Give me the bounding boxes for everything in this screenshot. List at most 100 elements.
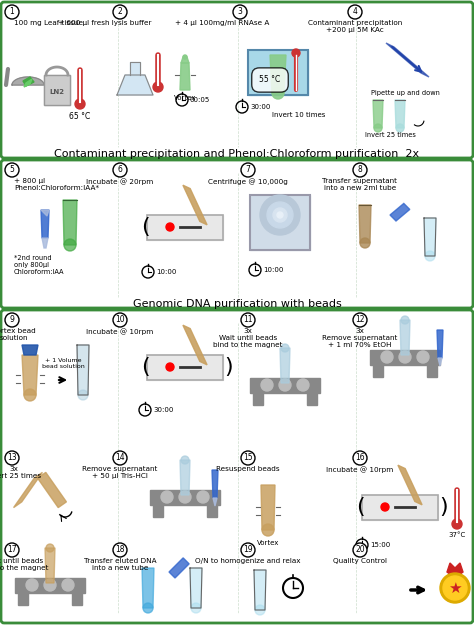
Circle shape [5, 313, 19, 327]
Circle shape [267, 202, 293, 228]
Polygon shape [37, 472, 66, 508]
Circle shape [113, 5, 127, 19]
Circle shape [241, 313, 255, 327]
Bar [72, 593, 82, 605]
Text: Incubate @ 10rpm: Incubate @ 10rpm [86, 328, 154, 335]
Text: + 800 µl
Phenol:Chloroform:IAA*: + 800 µl Phenol:Chloroform:IAA* [14, 178, 99, 191]
Text: Contaminant precipitation and Phenol:Chloroform purification  2x: Contaminant precipitation and Phenol:Chl… [55, 149, 419, 159]
Text: Vortex bead
solution: Vortex bead solution [0, 328, 36, 341]
Text: 18: 18 [115, 546, 125, 554]
Circle shape [191, 603, 201, 613]
Circle shape [153, 82, 163, 92]
Circle shape [360, 238, 370, 248]
Circle shape [233, 5, 247, 19]
Text: 7: 7 [246, 166, 250, 174]
Circle shape [113, 163, 127, 177]
Circle shape [260, 195, 300, 235]
Polygon shape [45, 548, 55, 583]
Text: 6: 6 [118, 166, 122, 174]
Polygon shape [22, 345, 38, 355]
Text: 9: 9 [9, 316, 14, 324]
Text: Genomic DNA purification with beads: Genomic DNA purification with beads [133, 299, 341, 309]
Polygon shape [77, 345, 89, 395]
Text: Transfer supernatant
into a new 2ml tube: Transfer supernatant into a new 2ml tube [322, 178, 398, 191]
Text: + 1 Volume
bead solution: + 1 Volume bead solution [42, 358, 84, 369]
Polygon shape [63, 200, 77, 245]
Polygon shape [373, 100, 383, 128]
Polygon shape [254, 570, 266, 610]
Text: Centrifuge @ 10,000g: Centrifuge @ 10,000g [208, 178, 288, 185]
Circle shape [292, 49, 300, 57]
Text: 10:00: 10:00 [156, 269, 176, 275]
Bar [427, 365, 437, 377]
Circle shape [181, 456, 189, 464]
Text: Incubate @ 10rpm: Incubate @ 10rpm [327, 466, 393, 472]
Circle shape [241, 163, 255, 177]
FancyBboxPatch shape [1, 2, 473, 158]
Polygon shape [41, 210, 49, 216]
Circle shape [26, 579, 38, 591]
Circle shape [399, 351, 411, 363]
Circle shape [261, 379, 273, 391]
Circle shape [24, 389, 36, 401]
Polygon shape [22, 355, 38, 395]
Text: 100 mg Leaf tissue: 100 mg Leaf tissue [14, 20, 83, 26]
Circle shape [241, 543, 255, 557]
Text: ): ) [439, 497, 447, 517]
Circle shape [281, 344, 289, 352]
Circle shape [353, 543, 367, 557]
Text: LN2: LN2 [49, 89, 64, 95]
Circle shape [113, 451, 127, 465]
Circle shape [183, 55, 187, 59]
Text: 20: 20 [355, 546, 365, 554]
Bar [253, 393, 263, 405]
Text: + 4 µl 100mg/ml RNAse A: + 4 µl 100mg/ml RNAse A [175, 20, 269, 26]
Polygon shape [142, 568, 154, 608]
Bar [248, 50, 308, 95]
Text: 12: 12 [355, 316, 365, 324]
Circle shape [44, 579, 56, 591]
Text: Invert 25 times: Invert 25 times [365, 132, 415, 138]
Bar [248, 50, 308, 95]
Circle shape [353, 451, 367, 465]
Polygon shape [41, 210, 49, 238]
Bar [250, 195, 310, 250]
Bar [373, 365, 383, 377]
Polygon shape [400, 320, 410, 355]
Polygon shape [395, 100, 405, 128]
Circle shape [443, 576, 467, 600]
Circle shape [241, 451, 255, 465]
Text: Resuspend beads: Resuspend beads [216, 466, 280, 472]
Text: 3x
Remove supernatant
+ 1 ml 70% EtOH: 3x Remove supernatant + 1 ml 70% EtOH [322, 328, 398, 348]
Circle shape [113, 543, 127, 557]
Circle shape [396, 124, 404, 132]
Text: 15:00: 15:00 [370, 542, 390, 548]
Circle shape [425, 251, 435, 261]
Text: Vortex: Vortex [174, 95, 196, 101]
Bar [153, 505, 163, 517]
Polygon shape [180, 460, 190, 495]
Circle shape [401, 316, 409, 324]
Text: 30:00: 30:00 [153, 407, 173, 413]
Circle shape [381, 503, 389, 511]
Bar [207, 505, 217, 517]
Polygon shape [180, 63, 190, 90]
Text: ★: ★ [448, 581, 462, 596]
Text: Vortex: Vortex [257, 540, 279, 546]
Polygon shape [14, 472, 42, 508]
Text: 3x
Invert 25 times: 3x Invert 25 times [0, 466, 42, 479]
Text: 3: 3 [237, 8, 242, 16]
Text: 11: 11 [243, 316, 253, 324]
Text: 30:00: 30:00 [250, 104, 270, 110]
Bar [44, 75, 70, 105]
Bar [307, 393, 317, 405]
Bar [44, 75, 70, 105]
Bar [250, 378, 320, 393]
Text: Contaminant precipitation
+200 µl 5M KAc: Contaminant precipitation +200 µl 5M KAc [308, 20, 402, 33]
Circle shape [381, 351, 393, 363]
Text: 5: 5 [9, 166, 14, 174]
Circle shape [5, 451, 19, 465]
Text: 14: 14 [115, 454, 125, 462]
Circle shape [279, 379, 291, 391]
FancyBboxPatch shape [1, 160, 473, 308]
